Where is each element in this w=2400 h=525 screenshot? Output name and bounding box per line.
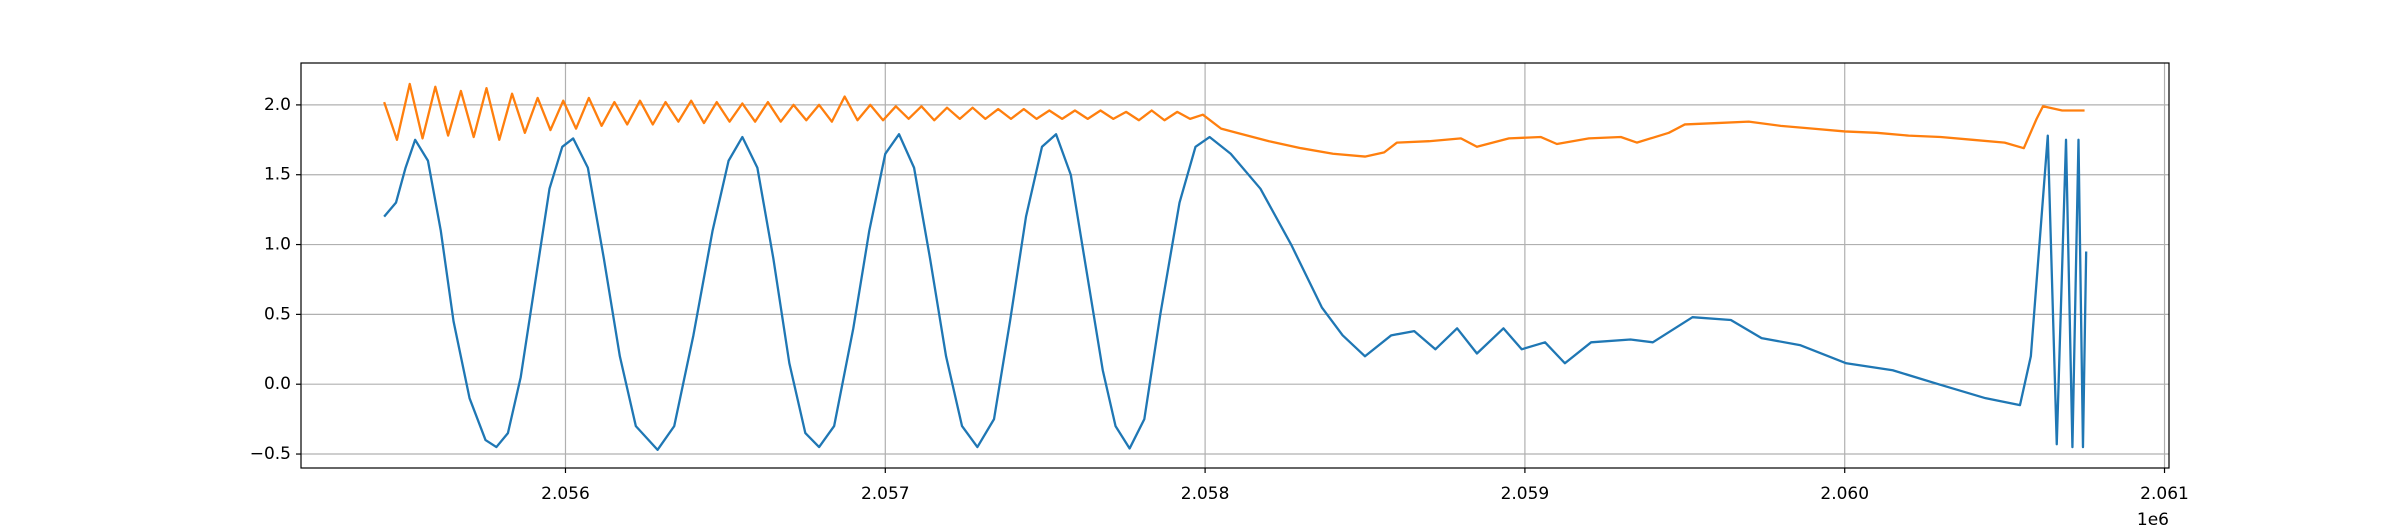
x-tick-label: 2.058 xyxy=(1181,484,1230,504)
x-tick-label: 2.056 xyxy=(541,484,590,504)
y-tick-label: −0.5 xyxy=(250,444,291,464)
x-tick-label: 2.059 xyxy=(1501,484,1550,504)
x-tick-label: 2.060 xyxy=(1820,484,1869,504)
x-tick-label: 2.057 xyxy=(861,484,910,504)
y-tick-label: 1.0 xyxy=(264,235,291,255)
y-tick-label: 1.5 xyxy=(264,165,291,185)
x-tick-label: 2.061 xyxy=(2140,484,2189,504)
axes-frame xyxy=(300,62,2170,469)
y-tick-label: 0.5 xyxy=(264,304,291,324)
y-tick-label: 0.0 xyxy=(264,374,291,394)
y-tick-label: 2.0 xyxy=(264,95,291,115)
data-line xyxy=(383,82,2085,158)
data-line xyxy=(383,133,2088,451)
x-offset-label: 1e6 xyxy=(2137,510,2169,525)
